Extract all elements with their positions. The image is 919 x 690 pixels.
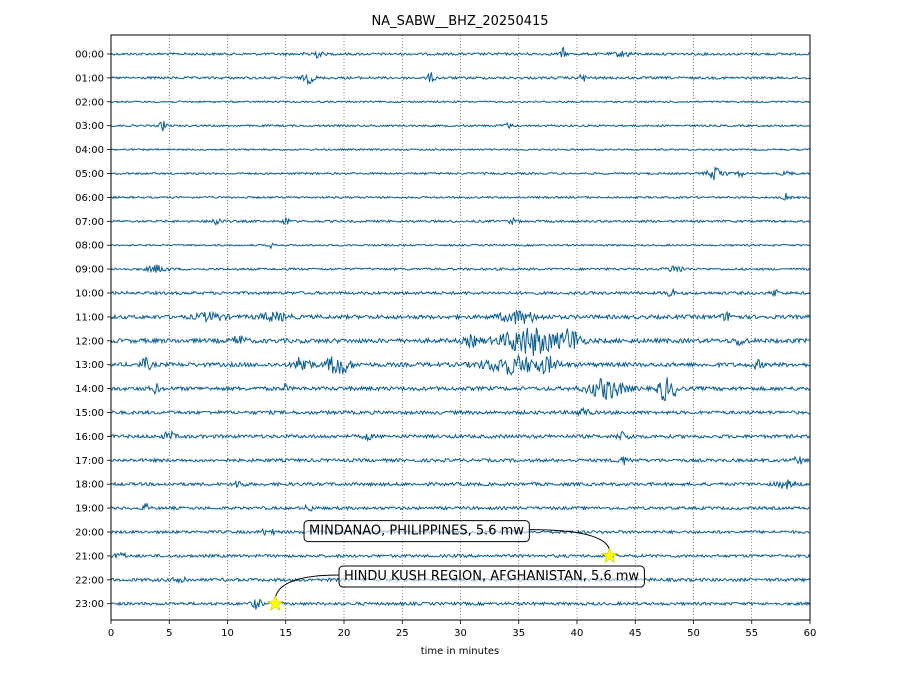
x-axis-label: time in minutes [421,646,500,657]
seismic-trace-row [110,287,811,298]
event-connector [274,574,340,598]
x-tick-label: 30 [454,628,467,639]
y-tick-label: 13:00 [75,360,104,371]
seismic-trace-row [110,72,811,86]
x-tick-labels: 0 5 10 15 20 25 30 35 40 45 50 55 60 [108,620,817,639]
event-label: MINDANAO, PHILIPPINES, 5.6 mw [309,524,524,539]
x-tick-label: 20 [338,628,351,639]
event-annotations: MINDANAO, PHILIPPINES, 5.6 mw HINDU KUSH … [266,520,645,611]
event-star-marker [266,594,284,611]
y-tick-label: 04:00 [75,145,104,156]
x-tick-label: 0 [108,628,114,639]
event-annotation: MINDANAO, PHILIPPINES, 5.6 mw [303,520,619,564]
x-tick-label: 35 [512,628,525,639]
event-connector [529,529,611,551]
seismic-trace-row [110,429,811,443]
x-tick-label: 25 [396,628,409,639]
event-label-box [303,520,530,543]
y-tick-label: 12:00 [75,336,104,347]
x-tick-label: 5 [166,628,172,639]
x-tick-label: 55 [745,628,758,639]
seismic-trace-row [110,308,811,325]
y-tick-label: 06:00 [75,193,104,204]
seismic-trace-row [110,120,810,132]
seismic-trace-row [110,192,811,201]
seismic-trace-row [110,455,811,466]
event-annotation: HINDU KUSH REGION, AFGHANISTAN, 5.6 mw [266,565,645,611]
y-tick-label: 09:00 [75,265,104,276]
y-tick-label: 01:00 [75,73,104,84]
x-tick-label: 45 [629,628,642,639]
y-tick-label: 14:00 [75,384,104,395]
y-tick-label: 02:00 [75,97,104,108]
x-tick-label: 60 [804,628,817,639]
seismic-trace-row [110,598,811,610]
seismic-trace-row [110,216,810,227]
y-tick-label: 23:00 [75,599,104,610]
seismic-trace-row [110,242,811,250]
seismic-trace-row [111,551,811,559]
seismic-trace-row [110,479,811,490]
seismic-traces [110,46,811,610]
x-tick-label: 10 [221,628,234,639]
seismic-trace-row [110,502,811,512]
y-tick-label: 19:00 [75,504,104,515]
y-tick-label: 16:00 [75,432,104,443]
event-label: HINDU KUSH REGION, AFGHANISTAN, 5.6 mw [344,569,639,584]
y-tick-label: 08:00 [75,241,104,252]
seismic-trace-row [110,165,811,181]
seismic-trace-row [110,327,811,357]
event-label-box [338,565,645,588]
event-star-marker [601,547,619,564]
x-tick-label: 40 [571,628,584,639]
seismic-trace-row [110,100,811,104]
seismic-trace-row [111,406,811,418]
y-tick-label: 18:00 [75,480,104,491]
y-tick-label: 15:00 [75,408,104,419]
y-tick-label: 17:00 [75,456,104,467]
seismic-trace-row [110,353,811,376]
y-tick-label: 00:00 [75,50,104,61]
y-tick-labels: 00:00 01:00 02:00 03:00 04:00 05:00 06:00 07:00… [75,50,111,610]
seismic-trace-row [110,147,811,152]
seismic-trace-row [110,264,811,274]
y-tick-label: 22:00 [75,575,104,586]
chart-title: NA_SABW__BHZ_20250415 [371,14,548,29]
seismic-trace-row [110,377,811,402]
x-tick-label: 50 [687,628,700,639]
y-tick-label: 03:00 [75,121,104,132]
seismic-trace-row [110,46,810,59]
y-tick-label: 20:00 [75,528,104,539]
y-tick-label: 07:00 [75,217,104,228]
y-tick-label: 05:00 [75,169,104,180]
x-tick-label: 15 [279,628,292,639]
y-tick-label: 10:00 [75,289,104,300]
y-tick-label: 21:00 [75,551,104,562]
y-tick-label: 11:00 [75,312,104,323]
